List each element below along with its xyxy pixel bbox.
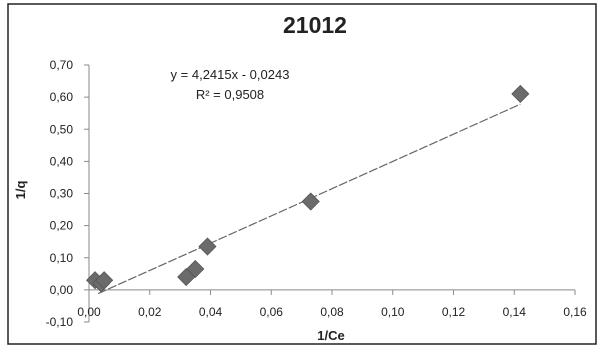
data-point — [301, 192, 320, 211]
x-tick-label: 0,14 — [503, 305, 527, 319]
y-tick-label: 0,00 — [50, 283, 74, 297]
x-axis: 0,00 0,02 0,04 0,06 0,08 0,10 0,12 0,14 0,16 — [77, 289, 587, 319]
x-tick-label: 0,06 — [260, 305, 284, 319]
x-tick-label: 0,10 — [381, 305, 405, 319]
x-tick-label: 0,16 — [563, 305, 587, 319]
y-tick-label: 0,70 — [50, 58, 74, 72]
x-tick-label: 0,04 — [199, 305, 223, 319]
trendline-equation: y = 4,2415x - 0,0243 — [171, 67, 290, 82]
data-point — [186, 259, 205, 279]
x-tick-label: 0,08 — [320, 305, 344, 319]
x-tick-label: 0,00 — [77, 305, 101, 319]
data-point — [95, 271, 114, 290]
y-axis: -0,10 0,00 0,10 0,20 0,30 0,40 0,50 0,60 0,70 — [46, 58, 90, 329]
y-tick-label: 0,60 — [50, 90, 74, 104]
data-point — [198, 237, 217, 256]
y-tick-label: 0,10 — [50, 251, 74, 265]
y-tick-label: 0,40 — [50, 154, 74, 168]
y-tick-label: 0,20 — [50, 219, 74, 233]
data-points — [86, 84, 530, 293]
r-squared-label: R² = 0,9508 — [196, 87, 264, 102]
x-tick-label: 0,02 — [138, 305, 162, 319]
y-tick-label: 0,30 — [50, 187, 74, 201]
chart-title: 21012 — [283, 12, 347, 38]
y-tick-label: -0,10 — [46, 315, 74, 329]
x-tick-label: 0,12 — [442, 305, 466, 319]
y-axis-title: 1/q — [13, 181, 28, 200]
x-axis-title: 1/Ce — [317, 328, 344, 343]
y-tick-label: 0,50 — [50, 122, 74, 136]
data-point — [511, 84, 530, 103]
chart-frame — [7, 3, 597, 345]
